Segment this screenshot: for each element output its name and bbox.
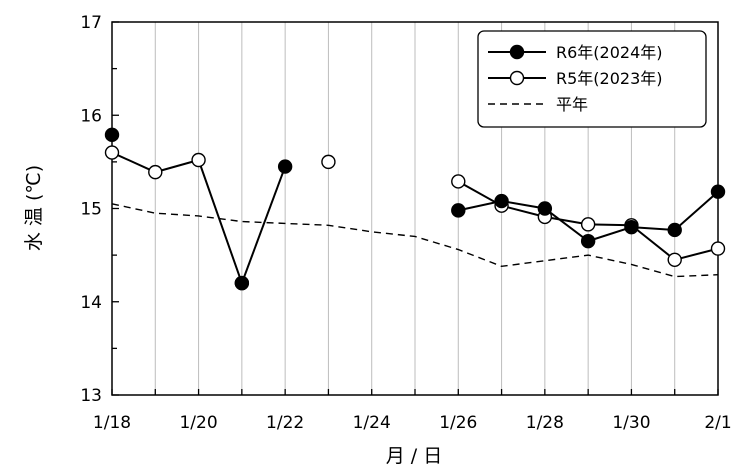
x-tick-label-1-20: 1/20 [179, 413, 217, 433]
data-point-0-1-26 [451, 203, 466, 218]
legend-label-2: 平年 [556, 95, 588, 114]
x-axis-tick-labels: 1/18 1/20 1/22 1/24 1/26 1/28 1/30 2/1 [93, 389, 732, 433]
legend-label-0: R6年(2024年) [556, 43, 663, 62]
x-tick-label-1-26: 1/26 [439, 413, 477, 433]
x-axis-title: 月 / 日 [386, 445, 442, 467]
series-line-0 [240, 166, 287, 284]
data-point-0-1-18 [104, 127, 120, 143]
data-point-0-1-28 [537, 201, 553, 216]
data-point-1-1-26 [451, 174, 466, 189]
data-point-1-1-23 [321, 154, 336, 170]
data-point-1-1-19 [148, 164, 163, 180]
y-tick-label-13: 13 [80, 386, 102, 406]
y-tick-label-15: 15 [80, 200, 102, 220]
legend-label-1: R5年(2023年) [556, 69, 663, 88]
series-0 [104, 127, 726, 291]
data-point-1-1-18 [104, 145, 120, 160]
y-tick-label-16: 16 [80, 106, 102, 126]
series-2 [111, 203, 719, 278]
x-tick-label-1-24: 1/24 [353, 413, 391, 433]
data-point-0-2-1 [710, 184, 726, 199]
data-point-1-2-1 [710, 241, 726, 256]
series-line-2 [111, 203, 719, 278]
data-point-0-1-21 [234, 275, 250, 291]
data-point-0-1-29 [580, 233, 596, 249]
x-tick-label-2-1: 2/1 [704, 413, 731, 433]
data-point-1-1-29 [580, 217, 596, 232]
data-point-0-1-31 [667, 222, 682, 238]
data-point-0-1-22 [277, 159, 293, 174]
series-layer [104, 127, 726, 291]
y-tick-label-14: 14 [80, 293, 102, 313]
series-line-1 [111, 151, 243, 284]
data-point-1-1-31 [667, 252, 682, 267]
legend: R6年(2024年) R5年(2023年) 平年 [477, 30, 707, 128]
y-axis-title: 水 温 (℃) [23, 165, 45, 251]
legend-marker-0 [509, 44, 525, 60]
y-tick-label-17: 17 [80, 13, 102, 33]
x-tick-label-1-30: 1/30 [612, 413, 650, 433]
x-tick-label-1-28: 1/28 [526, 413, 564, 433]
data-point-0-1-27 [494, 193, 509, 209]
y-axis-tick-labels: 13 14 15 16 17 [80, 13, 102, 406]
x-tick-label-1-22: 1/22 [266, 413, 304, 433]
legend-marker-1 [509, 70, 525, 86]
x-tick-label-1-18: 1/18 [93, 413, 131, 433]
data-point-1-1-20 [191, 152, 206, 168]
minor-ticks [112, 21, 119, 396]
data-point-0-1-30 [624, 219, 639, 235]
legend-box [477, 30, 707, 128]
